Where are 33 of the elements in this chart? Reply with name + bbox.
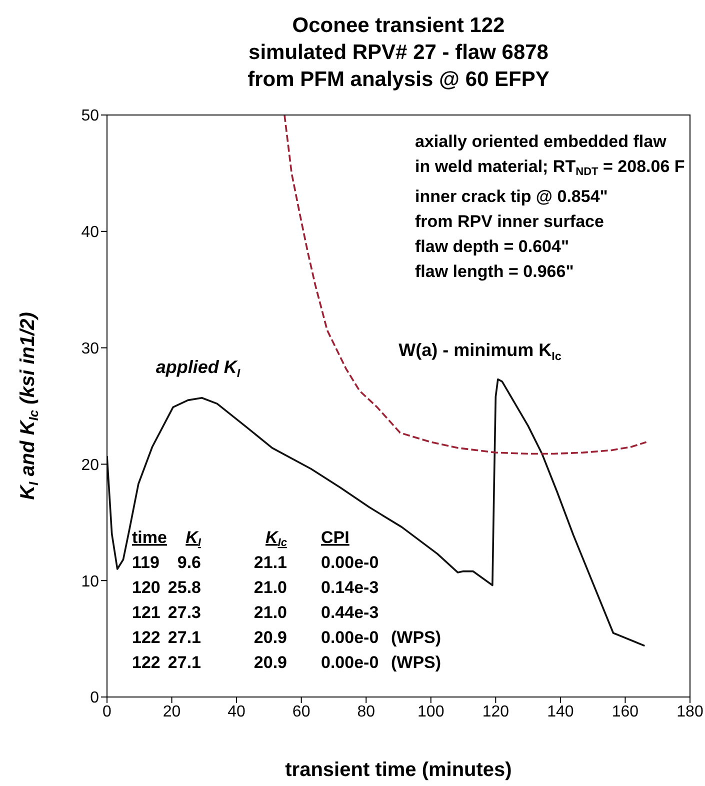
y-tick-label: 40 bbox=[81, 224, 100, 242]
y-tick-label: 20 bbox=[81, 456, 100, 474]
annotation: axially oriented embedded flaw bbox=[415, 132, 668, 151]
x-tick-label: 20 bbox=[162, 703, 181, 720]
text: 122 27.1 20.9 0.00e-0 (WPS) bbox=[132, 653, 442, 672]
text: 121 27.3 21.0 0.44e-3 bbox=[132, 603, 379, 622]
x-tick-label: 100 bbox=[418, 703, 444, 720]
y-tick-label: 50 bbox=[81, 108, 100, 125]
annotation: applied K$_{I}$ bbox=[156, 357, 241, 380]
x-axis-title: transient time (minutes) bbox=[285, 759, 512, 781]
annotation: from RPV inner surface bbox=[415, 212, 604, 231]
x-tick-label: 140 bbox=[547, 703, 574, 720]
text: 120 25.8 21.0 0.14e-3 bbox=[132, 578, 379, 597]
x-tick-label: 60 bbox=[292, 703, 310, 720]
annotation: in weld material; RT$_{NDT}$ = 208.06 F bbox=[415, 157, 685, 178]
y-tick-label: 10 bbox=[81, 573, 100, 590]
line-series bbox=[107, 378, 646, 647]
text: 122 27.1 20.9 0.00e-0 (WPS) bbox=[132, 628, 442, 647]
y-tick-label: 0 bbox=[90, 690, 100, 707]
x-tick-label: 80 bbox=[357, 703, 376, 720]
text: time K$_{I}$ K$_{Ic}$ CPI bbox=[132, 528, 350, 550]
chart-title: Oconee transient 122 simulated RPV# 27 - flaw 6878 from PFM analysis @ 60 EFPY bbox=[248, 14, 550, 91]
x-tick-label: 180 bbox=[676, 703, 704, 720]
annotation: flaw depth = 0.604" bbox=[415, 237, 570, 256]
x-tick-label: 0 bbox=[102, 703, 112, 720]
x-tick-label: 40 bbox=[228, 703, 246, 720]
x-tick-label: 160 bbox=[612, 703, 639, 720]
text: 119 9.6 21.1 0.00e-0 bbox=[132, 553, 379, 572]
x-tick-label: 120 bbox=[482, 703, 510, 720]
annotation: inner crack tip @ 0.854" bbox=[415, 187, 608, 206]
annotation: W(a) - minimum K$_{Ic}$ bbox=[398, 340, 562, 363]
annotation: flaw length = 0.966" bbox=[415, 262, 574, 281]
y-tick-label: 30 bbox=[81, 340, 100, 358]
